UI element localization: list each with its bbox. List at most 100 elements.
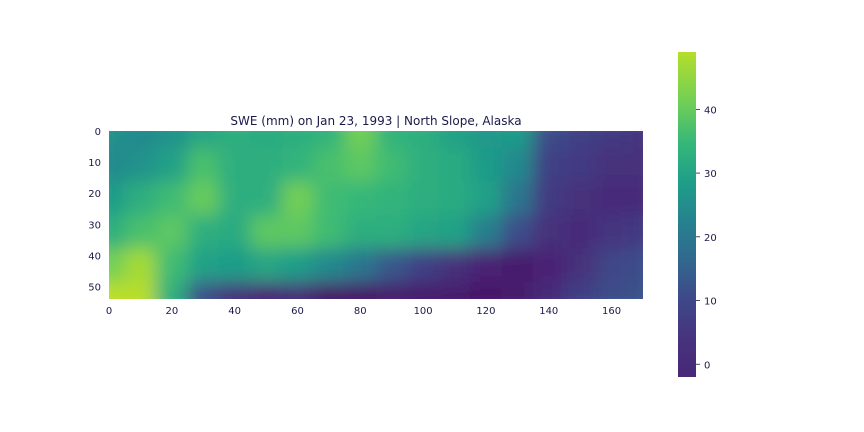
heatmap-cell — [627, 131, 643, 149]
heatmap-cell — [187, 215, 220, 250]
heatmap-cell — [564, 282, 597, 299]
heatmap-cell — [344, 248, 377, 284]
heatmap-cell — [218, 215, 252, 250]
heatmap-cell — [250, 248, 283, 284]
x-tick-label: 120 — [476, 306, 495, 317]
y-axis-ticks: 0 10 20 30 40 50 — [88, 127, 101, 294]
y-tick-label: 50 — [88, 283, 101, 294]
heatmap-cell — [470, 181, 503, 216]
heatmap-cell — [250, 282, 283, 299]
heatmap-cell — [376, 215, 409, 250]
chart-title: SWE (mm) on Jan 23, 1993 | North Slope, … — [230, 114, 521, 128]
heatmap-cell — [156, 248, 189, 284]
heatmap-cell — [438, 181, 472, 216]
heatmap-cell — [109, 147, 126, 183]
heatmap-cell — [376, 248, 409, 284]
heatmap-cell — [533, 215, 566, 250]
heatmap-cell — [250, 181, 283, 216]
heatmap-cell — [218, 282, 252, 299]
colorbar-tick-label: 30 — [704, 169, 717, 180]
heatmap-cell — [627, 181, 643, 216]
heatmap-cell — [438, 147, 472, 183]
heatmap-cell — [187, 147, 220, 183]
heatmap-cell — [627, 147, 643, 183]
heatmap-cell — [595, 215, 629, 250]
heatmap-cell — [376, 131, 409, 149]
heatmap-cell — [344, 215, 377, 250]
heatmap-cell — [124, 282, 158, 299]
heatmap-cell — [470, 215, 503, 250]
heatmap-cell — [344, 131, 377, 149]
heatmap-cell — [564, 248, 597, 284]
heatmap-cell — [564, 147, 597, 183]
heatmap-cell — [109, 131, 126, 149]
colorbar — [678, 52, 696, 377]
heatmap-cell — [533, 248, 566, 284]
heatmap-cell — [501, 181, 535, 216]
x-tick-label: 100 — [414, 306, 433, 317]
y-tick-label: 40 — [88, 251, 101, 262]
heatmap-cell — [344, 181, 377, 216]
heatmap-cell — [501, 131, 535, 149]
heatmap-cell — [501, 282, 535, 299]
heatmap-cell — [124, 248, 158, 284]
heatmap-cell — [407, 282, 440, 299]
colorbar-tick-label: 40 — [704, 105, 717, 116]
heatmap-cell — [501, 215, 535, 250]
heatmap-cell — [595, 248, 629, 284]
heatmap-cell — [109, 181, 126, 216]
x-tick-label: 20 — [165, 306, 178, 317]
heatmap-cell — [218, 248, 252, 284]
heatmap-cell — [187, 131, 220, 149]
x-tick-label: 40 — [228, 306, 241, 317]
heatmap-cell — [281, 282, 315, 299]
heatmap-cell — [109, 248, 126, 284]
heatmap-cell — [470, 147, 503, 183]
y-tick-label: 10 — [88, 158, 101, 169]
heatmap-cell — [438, 131, 472, 149]
heatmap-cell — [376, 147, 409, 183]
heatmap-cell — [627, 215, 643, 250]
heatmap-cell — [218, 181, 252, 216]
heatmap-cell — [218, 131, 252, 149]
heatmap-cell — [156, 215, 189, 250]
heatmap-cell — [124, 181, 158, 216]
heatmap-cell — [124, 215, 158, 250]
heatmap-cell — [533, 282, 566, 299]
heatmap-cell — [407, 215, 440, 250]
heatmap-cell — [281, 248, 315, 284]
colorbar-tick-label: 20 — [704, 233, 717, 244]
heatmap-cell — [313, 131, 346, 149]
heatmap-cell — [376, 282, 409, 299]
heatmap-cell — [595, 282, 629, 299]
heatmap-cell — [313, 248, 346, 284]
heatmap-cell — [313, 147, 346, 183]
x-tick-label: 80 — [354, 306, 367, 317]
x-tick-label: 160 — [602, 306, 621, 317]
colorbar-tick-label: 0 — [704, 360, 710, 371]
heatmap-cell — [156, 282, 189, 299]
heatmap-cell — [438, 215, 472, 250]
heatmap-cell — [501, 248, 535, 284]
heatmap-cell — [470, 248, 503, 284]
heatmap-cell — [470, 131, 503, 149]
x-axis-ticks: 0 20 40 60 80 100 120 140 160 — [106, 306, 621, 317]
heatmap-cell — [109, 282, 126, 299]
heatmap-cell — [501, 147, 535, 183]
heatmap-cell — [438, 282, 472, 299]
heatmap-cell — [533, 131, 566, 149]
heatmap-cell — [313, 181, 346, 216]
heatmap-cell — [564, 181, 597, 216]
heatmap-cell — [281, 131, 315, 149]
heatmap-cell — [187, 282, 220, 299]
heatmap-cell — [627, 282, 643, 299]
heatmap-cell — [438, 248, 472, 284]
heatmap-cell — [281, 147, 315, 183]
heatmap-cell — [250, 215, 283, 250]
colorbar-ticks: 0 10 20 30 40 — [696, 105, 717, 371]
heatmap-cell — [407, 131, 440, 149]
x-tick-label: 0 — [106, 306, 112, 317]
heatmap-cells — [109, 131, 643, 299]
heatmap-cell — [250, 131, 283, 149]
